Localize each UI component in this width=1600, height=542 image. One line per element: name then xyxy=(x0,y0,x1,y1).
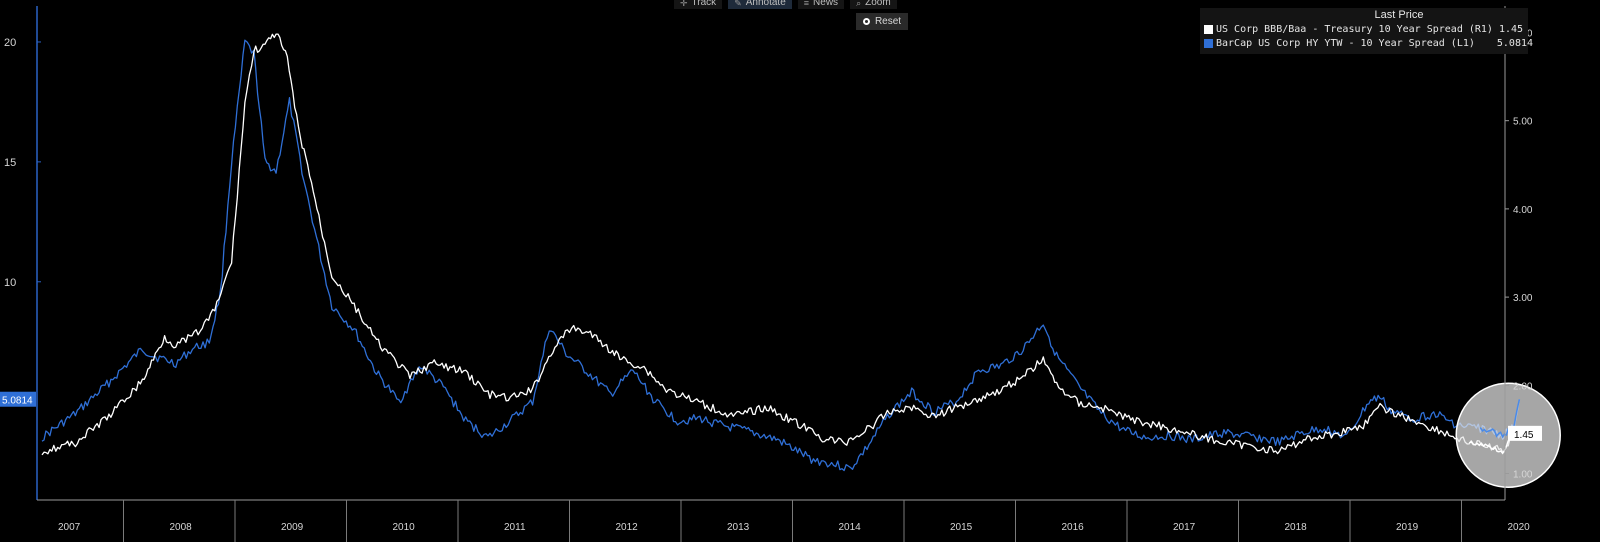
x-tick-label: 2016 xyxy=(1062,522,1085,533)
legend-entry-name: BarCap US Corp HY YTW - 10 Year Spread (… xyxy=(1216,37,1475,49)
news-button[interactable]: ≡ News xyxy=(797,0,845,9)
crosshair-icon: ✛ xyxy=(680,0,688,8)
x-tick-label: 2020 xyxy=(1508,522,1531,533)
x-tick-label: 2014 xyxy=(839,522,862,533)
x-tick-label: 2010 xyxy=(393,522,416,533)
reset-label: Reset xyxy=(874,16,902,27)
left-tick-label: 10 xyxy=(4,277,16,289)
x-tick-label: 2017 xyxy=(1173,522,1196,533)
legend-swatch-white xyxy=(1204,24,1213,34)
track-button[interactable]: ✛ Track xyxy=(674,0,723,9)
series-tail-bbb-spread xyxy=(1468,433,1515,455)
right-tick-label: 5.00 xyxy=(1513,117,1533,128)
reset-icon xyxy=(862,18,870,25)
magnifier-icon: ⌕ xyxy=(856,0,862,8)
series-line-hy-spread xyxy=(41,39,1521,472)
x-tick-label: 2019 xyxy=(1396,522,1419,533)
axis-layer: 1015201.002.003.004.005.006.002007200820… xyxy=(0,6,1542,542)
x-tick-label: 2009 xyxy=(281,522,304,533)
news-label: News xyxy=(813,0,839,8)
legend-entry-value: 5.0814 xyxy=(1496,37,1534,49)
right-tick-label: 4.00 xyxy=(1513,205,1533,216)
legend-entry-hy-spread[interactable]: BarCap US Corp HY YTW - 10 Year Spread (… xyxy=(1200,36,1533,50)
annotate-label: Annotate xyxy=(745,0,786,8)
zoom-label: Zoom xyxy=(865,0,891,8)
left-tick-label: 20 xyxy=(4,37,16,49)
annotate-button[interactable]: ✎ Annotate xyxy=(728,0,792,9)
legend-swatch-blue xyxy=(1204,38,1213,48)
legend-entry-bbb-spread[interactable]: US Corp BBB/Baa - Treasury 10 Year Sprea… xyxy=(1200,22,1528,36)
track-label: Track xyxy=(691,0,717,8)
legend-title: Last Price xyxy=(1374,9,1424,21)
x-tick-label: 2015 xyxy=(950,522,973,533)
right-last-value-label: 1.45 xyxy=(1514,430,1534,441)
x-tick-label: 2012 xyxy=(616,522,639,533)
reset-button[interactable]: Reset xyxy=(856,13,908,30)
news-icon: ≡ xyxy=(803,0,810,8)
right-tick-label: 1.00 xyxy=(1513,470,1533,481)
x-tick-label: 2007 xyxy=(58,522,81,533)
left-last-value-flag xyxy=(0,391,36,407)
legend-entry-value: 1.45 xyxy=(1498,23,1524,35)
chart-toolbar: ✛ Track ✎ Annotate ≡ News ⌕ Zoom xyxy=(674,0,897,12)
x-tick-label: 2018 xyxy=(1285,522,1308,533)
right-tick-label: 3.00 xyxy=(1513,293,1533,304)
left-last-value-label: 5.0814 xyxy=(2,396,33,407)
legend: Last Price US Corp BBB/Baa - Treasury 10… xyxy=(1200,8,1533,54)
series-line-bbb-spread xyxy=(41,33,1515,456)
left-tick-label: 15 xyxy=(4,157,16,169)
pencil-icon: ✎ xyxy=(734,0,742,8)
x-tick-label: 2008 xyxy=(170,522,193,533)
legend-entry-name: US Corp BBB/Baa - Treasury 10 Year Sprea… xyxy=(1216,23,1493,35)
zoom-button[interactable]: ⌕ Zoom xyxy=(850,0,897,9)
right-tick-label: 2.00 xyxy=(1513,381,1533,392)
x-tick-label: 2011 xyxy=(504,522,526,533)
x-tick-label: 2013 xyxy=(727,522,750,533)
right-last-value-flag xyxy=(1508,425,1542,441)
series-layer xyxy=(41,33,1521,472)
